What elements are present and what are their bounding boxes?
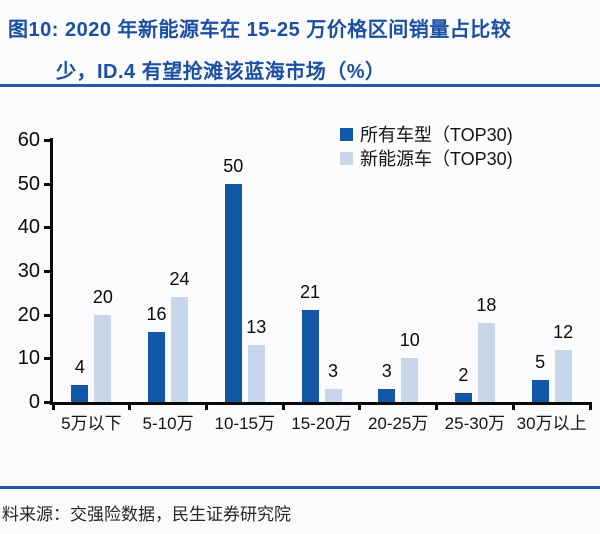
y-axis-tick xyxy=(44,226,53,230)
figure-title-line1: 图10: 2020 年新能源车在 15-25 万价格区间销量占比较 xyxy=(8,19,512,41)
bar-nev xyxy=(324,388,342,402)
y-axis-tick-label: 50 xyxy=(17,172,40,195)
legend-item-all-models: 所有车型（TOP30) xyxy=(340,122,513,146)
title-divider xyxy=(0,84,600,87)
bar-all-models xyxy=(224,183,242,402)
x-axis-category-label: 5-10万 xyxy=(142,414,194,433)
y-axis-tick-label: 10 xyxy=(17,347,40,370)
bar-value-label: 16 xyxy=(146,304,167,325)
bar-value-label: 50 xyxy=(223,155,244,176)
y-axis-tick xyxy=(44,139,53,142)
x-axis-tick xyxy=(204,402,208,410)
x-axis-category-label: 20-25万 xyxy=(367,414,429,433)
bar-all-models xyxy=(378,388,396,402)
bar-value-label: 12 xyxy=(553,321,574,342)
y-axis-tick-label: 0 xyxy=(28,391,40,413)
y-axis-tick xyxy=(44,182,53,186)
x-axis-category-label: 5万以下 xyxy=(61,414,122,433)
chart-legend: 所有车型（TOP30) 新能源车（TOP30) xyxy=(340,122,513,170)
x-axis-tick xyxy=(281,402,285,410)
x-axis-tick xyxy=(588,402,592,410)
bar-value-label: 13 xyxy=(246,317,267,338)
footer-divider xyxy=(0,486,600,489)
legend-label-nev: 新能源车（TOP30) xyxy=(360,149,513,169)
source-note: 料来源：交强险数据，民生证券研究院 xyxy=(2,505,291,524)
bar-nev xyxy=(247,345,265,402)
bar-value-label: 3 xyxy=(327,360,338,381)
x-axis-category-label: 10-15万 xyxy=(214,414,276,433)
y-axis-tick xyxy=(44,313,53,317)
bar-value-label: 3 xyxy=(381,360,392,381)
y-axis-tick xyxy=(44,357,53,361)
y-axis-tick-label: 20 xyxy=(17,303,40,326)
y-axis-tick-label: 40 xyxy=(17,216,40,239)
bar-value-label: 2 xyxy=(458,365,469,386)
bar-nev xyxy=(554,349,572,402)
bar-all-models xyxy=(301,310,319,402)
bar-all-models xyxy=(454,393,472,402)
bar-nev xyxy=(477,323,495,402)
x-axis-category-label: 25-30万 xyxy=(444,414,506,433)
figure-title-line2: 少，ID.4 有望抢滩该蓝海市场（%） xyxy=(56,61,386,83)
x-axis-category-label: 15-20万 xyxy=(291,414,352,433)
y-axis-tick-label: 60 xyxy=(17,129,40,151)
y-axis-tick xyxy=(44,270,53,273)
bar-all-models xyxy=(148,332,166,402)
bar-value-label: 24 xyxy=(169,269,190,290)
legend-label-all-models: 所有车型（TOP30) xyxy=(360,125,513,145)
bar-nev xyxy=(171,297,189,402)
bar-value-label: 21 xyxy=(299,282,321,303)
bar-value-label: 18 xyxy=(476,295,497,316)
bar-all-models xyxy=(71,384,89,402)
x-axis-tick xyxy=(128,402,132,410)
bar-nev xyxy=(94,314,112,402)
y-axis-tick xyxy=(44,401,53,404)
x-axis-line xyxy=(50,402,591,405)
legend-swatch-dark-icon xyxy=(340,127,353,141)
legend-swatch-light-icon xyxy=(340,151,353,165)
bar-all-models xyxy=(531,380,549,402)
x-axis-tick xyxy=(358,402,362,410)
bar-value-label: 20 xyxy=(92,286,113,307)
x-axis-tick xyxy=(511,402,515,410)
x-axis-category-label: 30万以上 xyxy=(516,414,587,433)
bar-nev xyxy=(401,358,419,402)
bar-value-label: 10 xyxy=(399,330,420,351)
bar-value-label: 5 xyxy=(535,352,546,373)
y-axis-tick-label: 30 xyxy=(17,260,40,282)
legend-item-nev: 新能源车（TOP30) xyxy=(340,146,513,170)
x-axis-tick xyxy=(51,402,55,410)
bar-value-label: 4 xyxy=(74,356,85,377)
x-axis-tick xyxy=(435,402,439,410)
